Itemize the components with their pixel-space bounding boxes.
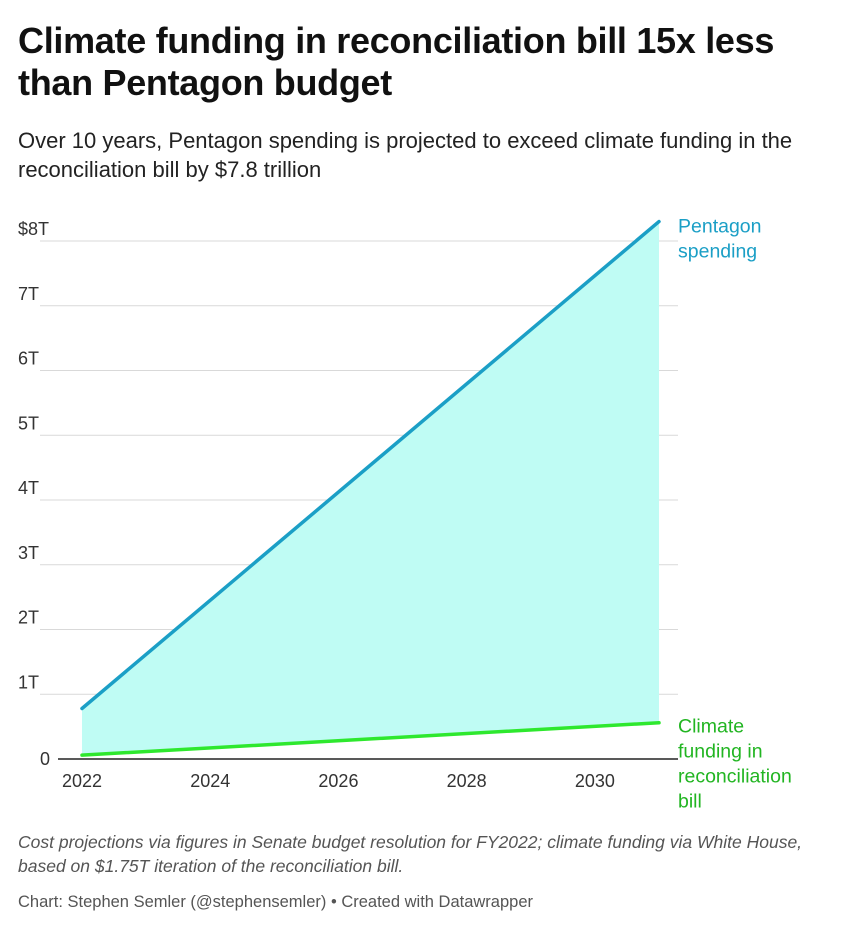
y-tick-label: 3T: [18, 543, 39, 563]
chart-credit: Chart: Stephen Semler (@stephensemler) •…: [18, 893, 534, 911]
pentagon-spending-line: [80, 219, 661, 711]
series-label-line: funding in: [678, 741, 763, 763]
x-tick-label: 2030: [575, 771, 615, 791]
chart-subtitle: Over 10 years, Pentagon spending is proj…: [18, 128, 793, 182]
series-labels: Pentagon spending Climate funding in reconci…: [678, 216, 792, 813]
series-label-line: Climate: [678, 716, 744, 738]
x-tick-label: 2022: [62, 771, 102, 791]
series-label-line: bill: [678, 791, 702, 813]
y-tick-label: 0: [40, 749, 50, 769]
source-notes: Cost projections via figures in Senate b…: [18, 832, 803, 876]
chart-title: Climate funding in reconciliation bill 1…: [18, 20, 775, 103]
climate-funding-label: Climate funding in reconciliation bill: [678, 716, 792, 813]
y-tick-label: 1T: [18, 672, 39, 692]
x-tick-label: 2024: [190, 771, 230, 791]
y-tick-label: 2T: [18, 608, 39, 628]
y-tick-label: $8T: [18, 219, 49, 239]
y-axis: 0 1T 2T 3T 4T 5T 6T 7T $8T: [18, 219, 50, 769]
climate-funding-line: [80, 720, 661, 757]
pentagon-spending-label: Pentagon spending: [678, 216, 762, 263]
x-tick-label: 2026: [318, 771, 358, 791]
series-label-line: spending: [678, 241, 757, 263]
series-label-line: Pentagon: [678, 216, 762, 238]
y-tick-label: 4T: [18, 478, 39, 498]
y-tick-label: 7T: [18, 284, 39, 304]
difference-area: [82, 221, 659, 756]
y-tick-label: 5T: [18, 413, 39, 433]
series-label-line: reconciliation: [678, 766, 792, 788]
y-tick-label: 6T: [18, 349, 39, 369]
series-lines: [80, 219, 661, 757]
x-tick-label: 2028: [447, 771, 487, 791]
x-axis: 2022 2024 2026 2028 2030: [62, 771, 615, 791]
